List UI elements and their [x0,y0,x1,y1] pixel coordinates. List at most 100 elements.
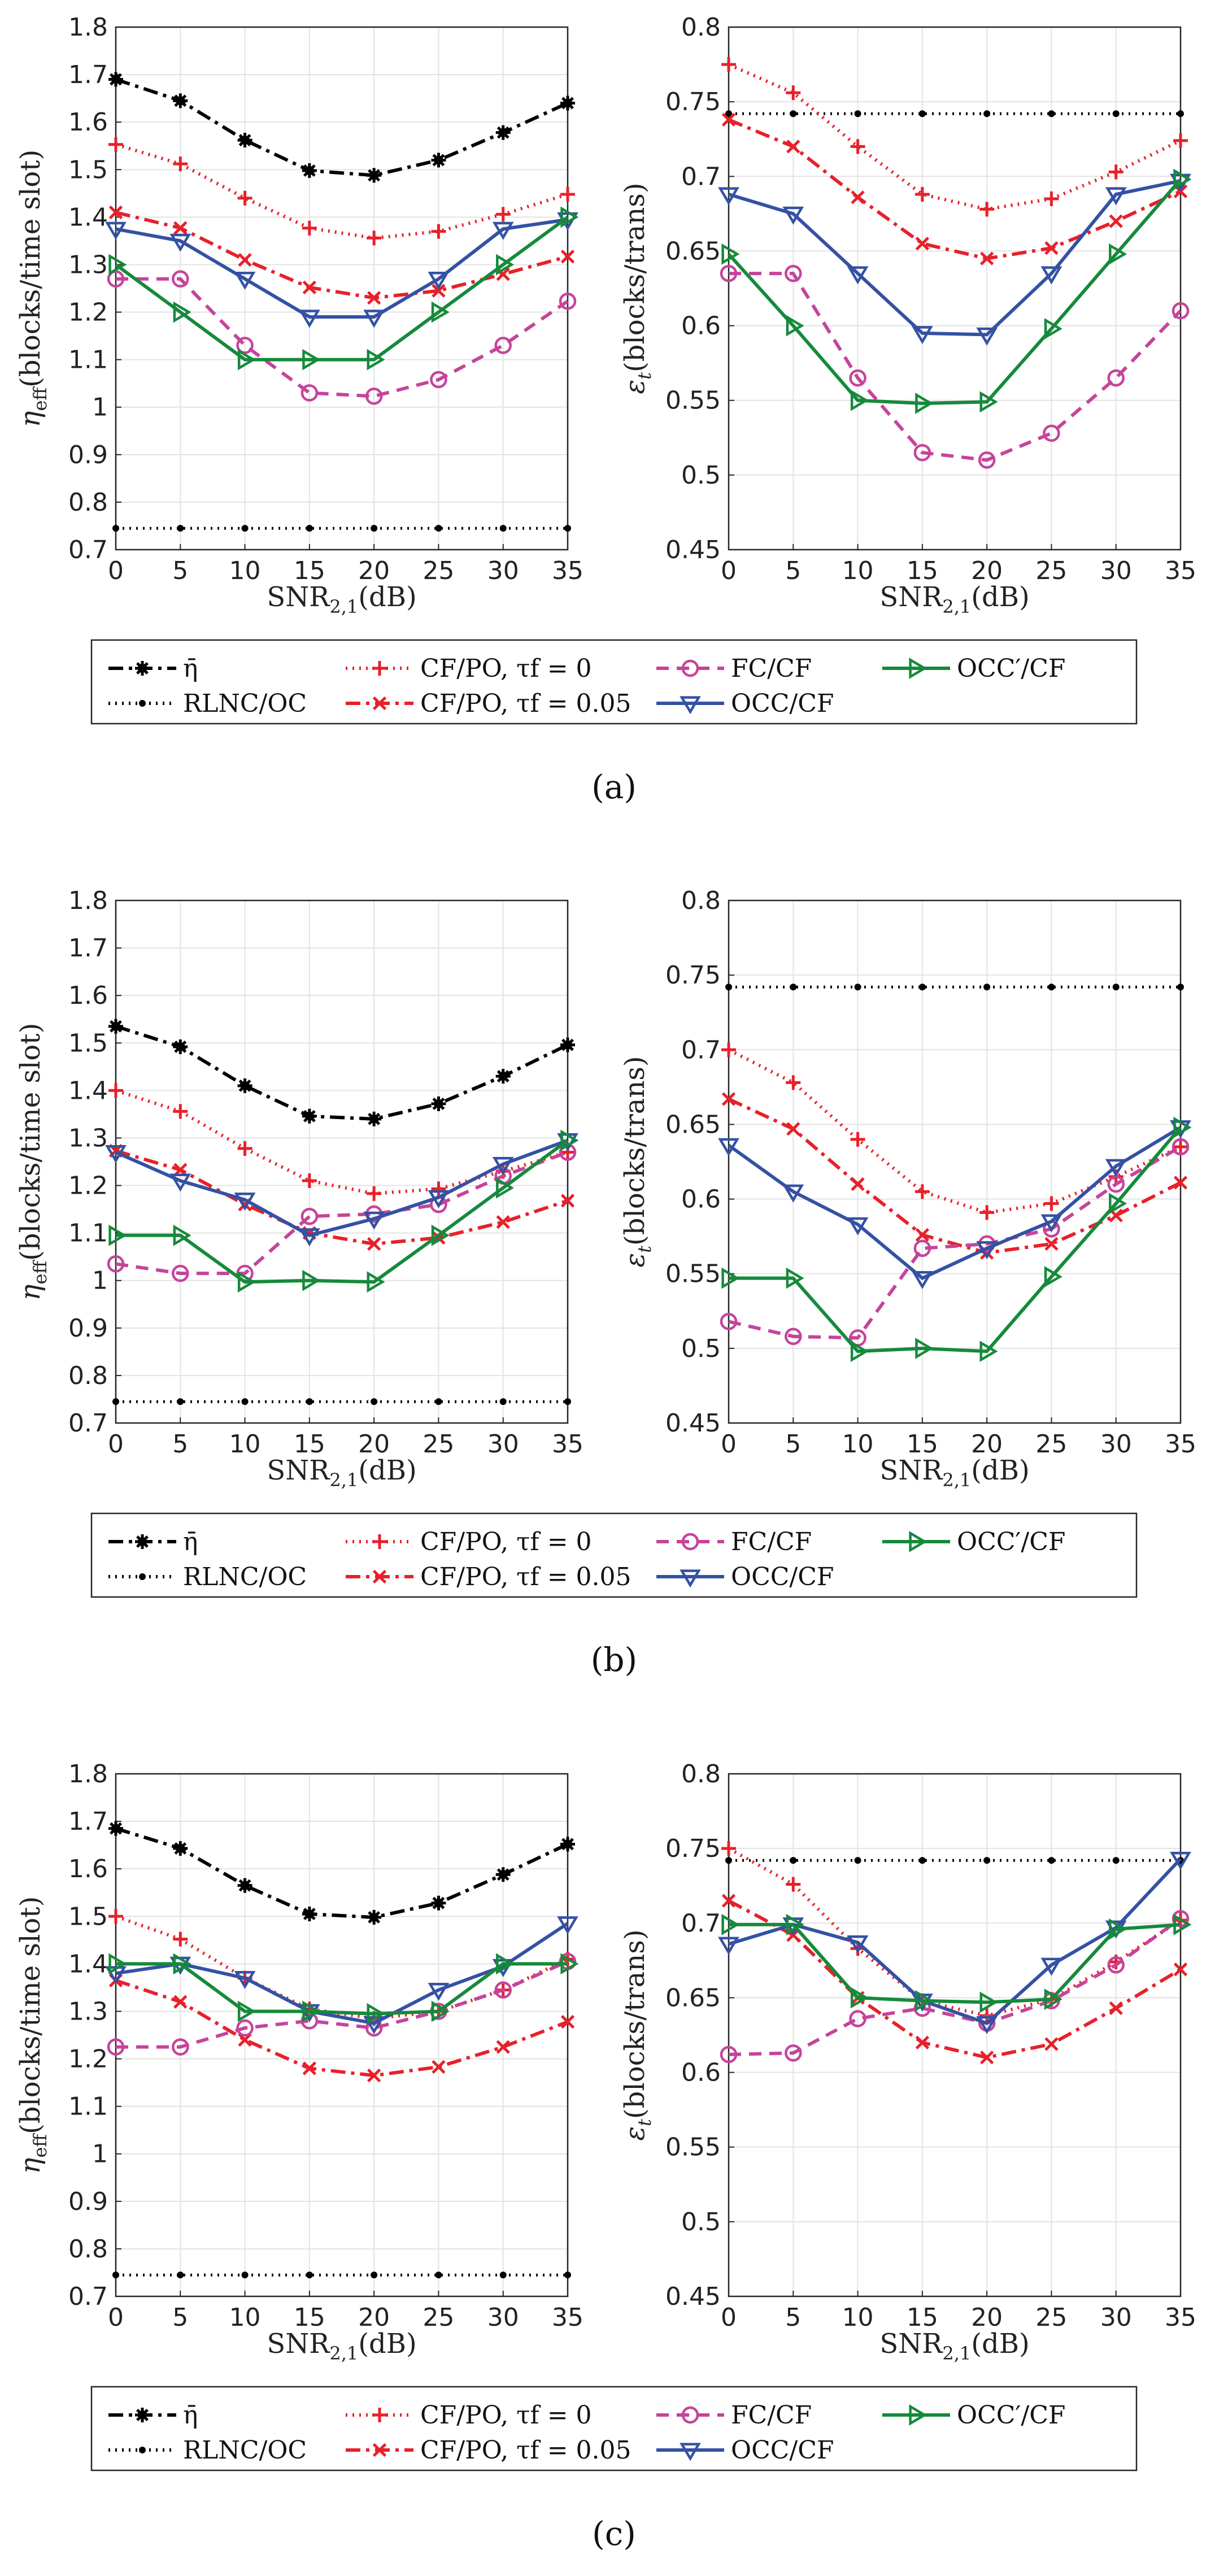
data-point-rlnc [435,1398,442,1406]
data-point-etabar [560,1837,575,1852]
legend-label-occcf: OCC/CF [731,689,834,718]
series-rlnc [725,1857,1184,1864]
y-tick-label: 1.1 [68,1219,108,1248]
y-tick-label: 1.2 [68,1172,108,1200]
series-line-occpcf [115,215,569,362]
data-point-cfpo05 [851,1177,865,1191]
data-point-cfpo05 [238,253,252,267]
data-point-fccf [236,337,254,354]
data-point-cfpo0 [431,1181,446,1196]
legend-label-etabar: η̄ [183,654,198,683]
legend-marker-etabar [135,661,150,676]
data-point-rlnc [306,2272,313,2279]
x-tick-label: 10 [842,1430,874,1459]
series-etabar [108,1821,575,1925]
data-point-fccf [785,264,802,282]
data-point-cfpo0 [915,1184,930,1199]
data-point-occcf [976,327,998,346]
y-tick-label: 1.1 [68,2092,108,2121]
y-axis-label: ηeff(blocks/time slot) [15,1896,51,2174]
x-tick-label: 20 [358,1430,390,1459]
data-point-etabar [495,125,511,140]
x-tick-label: 35 [552,1430,583,1459]
chart-b-left: 0 5 10 15 20 25 30 35 0.7 0.8 0.9 1 1.1 1.2 1.3 1.4 1.5 1… [15,886,583,1491]
caption-c: (c) [592,2514,636,2553]
data-point-etabar [173,1841,188,1856]
chart-a-left: 0 5 10 15 20 25 30 35 0.7 0.8 0.9 1 1.1 1.2 1.3 1.4 1.5 1… [15,13,583,617]
data-point-occcf [298,1228,320,1247]
data-point-occpcf [302,349,321,371]
series-line-cfpo05 [728,118,1182,260]
data-point-occpcf [979,391,998,413]
data-point-occpcf [367,349,385,371]
data-point-cfpo05 [560,1194,575,1208]
data-point-fccf [365,388,383,405]
x-axis-label: SNR2,1(dB) [267,581,416,617]
x-tick-label: 25 [1035,2303,1067,2332]
data-point-cfpo0 [108,1083,123,1098]
data-point-occcf [105,1145,127,1164]
data-point-cfpo0 [173,1104,188,1119]
y-tick-label: 0.8 [681,886,721,915]
data-point-etabar [302,1907,317,1922]
y-tick-label: 0.55 [665,1260,721,1289]
series-line-cfpo05 [728,1899,1182,2060]
y-tick-label: 1.7 [68,1807,108,1836]
data-point-rlnc [112,525,119,532]
series-occpcf [108,1953,579,2025]
data-point-occcf [363,310,385,328]
data-point-etabar [237,1078,252,1093]
data-point-occcf [234,272,256,290]
data-point-rlnc [854,1857,861,1864]
y-tick-label: 1.5 [68,1029,108,1058]
data-point-occpcf [915,1990,934,2012]
y-tick-label: 0.8 [681,1760,721,1789]
y-tick-label: 0.45 [665,536,721,564]
series-line-cfpo0 [115,142,568,240]
data-point-rlnc [854,984,861,991]
x-tick-label: 25 [423,1430,454,1459]
series-occpcf [721,168,1192,414]
data-point-etabar [237,1878,252,1893]
x-tick-label: 5 [172,2303,188,2332]
data-point-cfpo0 [237,190,252,206]
data-point-occcf [847,1935,869,1954]
data-point-occcf [169,1173,191,1192]
x-tick-label: 10 [229,556,261,585]
legend-entry-occpcf: OCC′/CF [882,1528,1065,1556]
legend-marker-cfpo05 [372,696,387,711]
legend-label-occpcf: OCC′/CF [957,654,1065,683]
data-point-cfpo05 [173,1995,188,2009]
data-point-occcf [557,1916,578,1935]
legend-entry-occcf: OCC/CF [656,689,834,718]
data-point-fccf [236,2019,254,2037]
data-point-cfpo0 [1108,164,1124,180]
series-occpcf [721,1914,1192,2013]
x-tick-label: 0 [721,556,737,585]
legend-marker-rlnc [139,700,146,707]
data-point-cfpo0 [495,207,511,222]
data-point-occcf [105,221,127,240]
x-tick-label: 30 [487,1430,519,1459]
data-point-occcf [782,1184,804,1203]
legend-marker-rlnc [139,2447,146,2453]
data-point-cfpo0 [915,187,930,202]
data-point-fccf [494,1981,512,1999]
data-point-fccf [720,264,738,282]
legend-box [90,1512,1138,1598]
legend-entry-rlnc: RLNC/OC [108,1563,307,1591]
data-point-cfpo0 [850,139,865,154]
legend-entry-rlnc: RLNC/OC [108,689,307,718]
series-cfpo05 [108,205,575,305]
data-point-rlnc [177,2272,184,2279]
data-point-occpcf [173,1224,191,1246]
data-point-fccf [1172,302,1190,320]
data-point-rlnc [918,110,926,118]
legend-entry-etabar: η̄ [108,2401,198,2430]
data-point-cfpo05 [496,1215,510,1229]
data-point-cfpo05 [560,249,575,264]
legend-entry-fccf: FC/CF [656,2401,812,2430]
data-point-cfpo0 [560,187,575,202]
legend-marker-fccf [681,1533,699,1551]
data-point-occpcf [850,1987,869,2009]
